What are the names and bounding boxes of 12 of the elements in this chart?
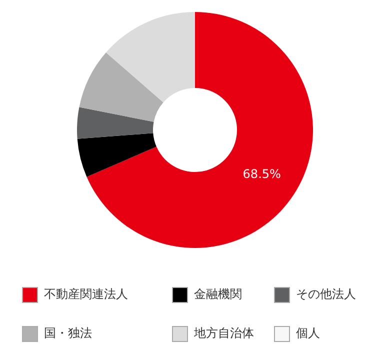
legend-label: 不動産関連法人: [44, 286, 128, 303]
legend-label: 地方自治体: [194, 325, 254, 342]
legend-label: 金融機関: [194, 286, 242, 303]
donut-slice: [86, 12, 313, 248]
donut-slice: [77, 133, 156, 177]
legend-label: 個人: [296, 325, 320, 342]
donut-slice: [77, 107, 154, 139]
data-label: 68.5%: [242, 166, 281, 181]
donut-slice: [79, 52, 164, 122]
legend-label: その他法人: [296, 286, 356, 303]
legend-label: 国・独法: [44, 325, 92, 342]
donut-slice: [106, 12, 195, 102]
